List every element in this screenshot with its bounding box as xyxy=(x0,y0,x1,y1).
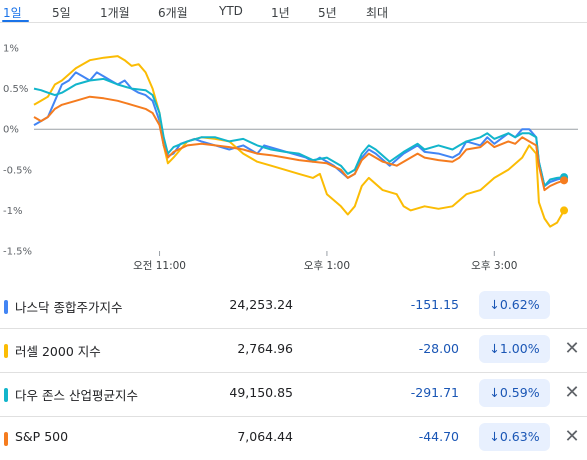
series-line xyxy=(33,95,565,192)
index-price: 7,064.44 xyxy=(237,429,293,444)
price-chart[interactable]: 1% 0.5% 0% -0.5% -1% -1.5% 오전 11:00 오후 1:00 오후 … xyxy=(0,23,587,281)
series-end-dot xyxy=(560,176,569,185)
index-change: -151.15 xyxy=(410,297,459,312)
tab-5y[interactable]: 5년 xyxy=(318,6,337,20)
list-item-nasdaq[interactable]: 나스닥 종합주가지수 24,253.24 -151.15 ↓0.62% xyxy=(0,284,587,328)
index-name: S&P 500 xyxy=(15,429,69,444)
close-icon[interactable]: ✕ xyxy=(564,426,580,447)
tab-1y[interactable]: 1년 xyxy=(271,6,290,20)
index-name: 나스닥 종합주가지수 xyxy=(15,300,123,315)
tab-1m[interactable]: 1개월 xyxy=(100,6,130,20)
row-divider xyxy=(0,328,587,329)
tab-1d[interactable]: 1일 xyxy=(3,6,22,20)
index-price: 49,150.85 xyxy=(229,385,293,400)
y-tick-label: -0.5% xyxy=(3,165,32,176)
tab-6m[interactable]: 6개월 xyxy=(158,6,188,20)
y-tick-label: 1% xyxy=(3,44,19,55)
series-end-dot xyxy=(560,206,569,215)
series-line xyxy=(33,55,565,228)
percent-change-badge: ↓0.59% xyxy=(479,379,550,407)
tab-max[interactable]: 최대 xyxy=(366,6,389,20)
index-name: 러셀 2000 지수 xyxy=(15,344,101,359)
y-tick-label: 0.5% xyxy=(3,84,28,95)
x-tick-label: 오후 3:00 xyxy=(471,260,517,272)
percent-change-badge: ↓0.63% xyxy=(479,423,550,451)
close-icon[interactable]: ✕ xyxy=(564,338,580,359)
index-price: 2,764.96 xyxy=(237,341,293,356)
series-line xyxy=(33,71,565,187)
series-swatch xyxy=(4,344,8,358)
x-axis-ticks: 오전 11:00 오후 1:00 오후 3:00 xyxy=(133,251,517,272)
percent-change-badge: ↓1.00% xyxy=(479,335,550,363)
index-name: 다우 존스 산업평균지수 xyxy=(15,388,138,403)
y-tick-label: 0% xyxy=(3,125,19,136)
index-change: -28.00 xyxy=(418,341,459,356)
list-item-sp500[interactable]: S&P 500 7,064.44 -44.70 ↓0.63% ✕ xyxy=(0,416,587,460)
tabs-divider xyxy=(0,22,587,23)
y-axis-ticks: 1% 0.5% 0% -0.5% -1% -1.5% xyxy=(3,44,32,258)
x-tick-label: 오후 1:00 xyxy=(304,260,350,272)
series-line xyxy=(33,77,565,187)
series-swatch xyxy=(4,388,8,402)
series-swatch xyxy=(4,432,8,446)
tab-ytd[interactable]: YTD xyxy=(219,4,243,18)
series-swatch xyxy=(4,300,8,314)
index-price: 24,253.24 xyxy=(229,297,293,312)
y-tick-label: -1.5% xyxy=(3,247,32,258)
tab-5d[interactable]: 5일 xyxy=(52,6,71,20)
x-tick-label: 오전 11:00 xyxy=(133,260,186,272)
close-icon[interactable]: ✕ xyxy=(564,382,580,403)
row-divider xyxy=(0,372,587,373)
row-divider xyxy=(0,416,587,417)
y-tick-label: -1% xyxy=(3,206,22,217)
list-item-dow[interactable]: 다우 존스 산업평균지수 49,150.85 -291.71 ↓0.59% ✕ xyxy=(0,372,587,416)
index-change: -44.70 xyxy=(418,429,459,444)
index-change: -291.71 xyxy=(410,385,459,400)
list-item-russell[interactable]: 러셀 2000 지수 2,764.96 -28.00 ↓1.00% ✕ xyxy=(0,328,587,372)
chart-series xyxy=(33,55,569,228)
time-range-tabs: 1일 5일 1개월 6개월 YTD 1년 5년 최대 xyxy=(0,0,587,22)
active-tab-indicator xyxy=(2,20,29,22)
percent-change-badge: ↓0.62% xyxy=(479,291,550,319)
